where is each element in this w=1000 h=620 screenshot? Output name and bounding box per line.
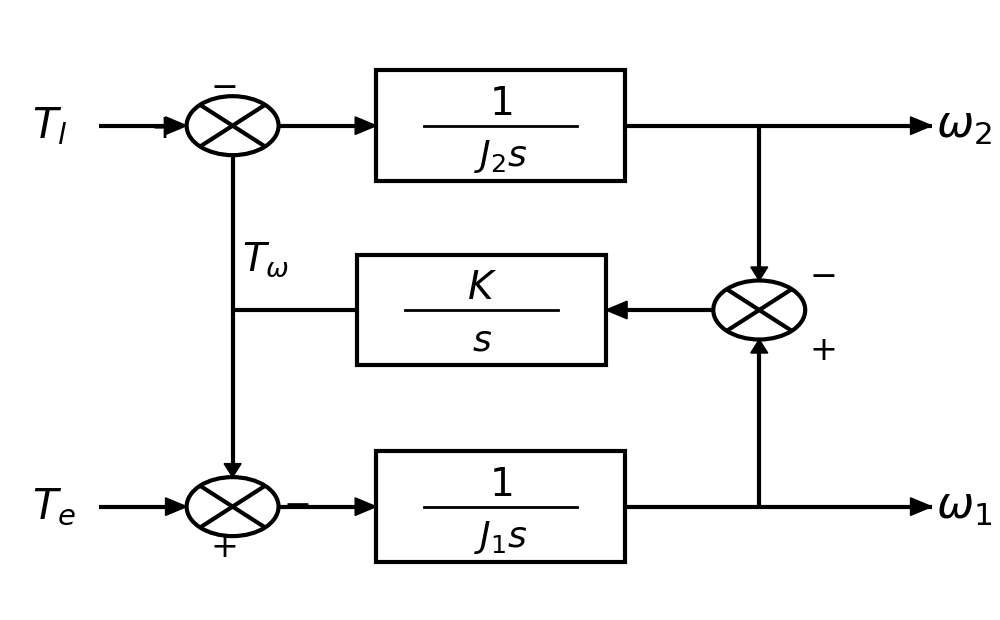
Text: $1$: $1$ xyxy=(489,85,512,123)
Polygon shape xyxy=(606,301,627,319)
Text: $J_{2}s$: $J_{2}s$ xyxy=(474,138,528,175)
Text: $-$: $-$ xyxy=(210,69,236,102)
Text: $\omega_2$: $\omega_2$ xyxy=(936,104,992,147)
Polygon shape xyxy=(911,498,932,515)
Text: $-$: $-$ xyxy=(809,258,836,291)
Circle shape xyxy=(713,280,805,340)
Polygon shape xyxy=(166,498,187,515)
Text: $T_e$: $T_e$ xyxy=(32,485,76,528)
Polygon shape xyxy=(355,117,376,135)
Polygon shape xyxy=(751,267,768,280)
Polygon shape xyxy=(751,340,768,353)
Polygon shape xyxy=(911,117,932,135)
Text: $-$: $-$ xyxy=(283,487,309,520)
Bar xyxy=(376,451,625,562)
Bar xyxy=(357,255,606,365)
Text: $T_l$: $T_l$ xyxy=(32,105,67,147)
Text: $T_\omega$: $T_\omega$ xyxy=(242,241,290,279)
Text: $+$: $+$ xyxy=(150,112,176,145)
Polygon shape xyxy=(224,464,241,477)
Text: $+$: $+$ xyxy=(809,334,836,367)
Text: $\omega_1$: $\omega_1$ xyxy=(936,485,993,528)
Text: $+$: $+$ xyxy=(210,531,236,564)
Circle shape xyxy=(187,96,279,155)
Bar xyxy=(376,70,625,181)
Polygon shape xyxy=(166,117,187,135)
Text: $J_{1}s$: $J_{1}s$ xyxy=(474,519,528,556)
Text: $s$: $s$ xyxy=(472,324,492,358)
Polygon shape xyxy=(355,498,376,515)
Circle shape xyxy=(187,477,279,536)
Text: $K$: $K$ xyxy=(467,270,497,308)
Text: $1$: $1$ xyxy=(489,466,512,504)
